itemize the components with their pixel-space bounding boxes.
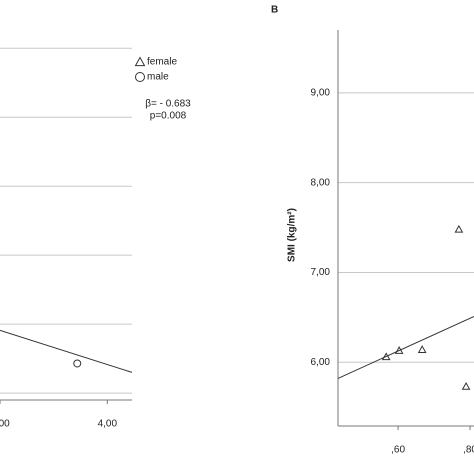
annotation: p=0.008 bbox=[150, 111, 187, 122]
y-tick-label: 9,00 bbox=[311, 87, 331, 98]
x-tick-label: ,80 bbox=[463, 445, 474, 456]
legend-marker bbox=[135, 72, 145, 82]
legend-marker bbox=[134, 56, 146, 67]
legend-label: male bbox=[147, 72, 169, 83]
legend-label: female bbox=[147, 57, 177, 68]
point bbox=[381, 352, 391, 361]
x-tick-label: 3,00 bbox=[0, 419, 10, 430]
x-tick-label: 4,00 bbox=[98, 419, 118, 430]
x-tick-label: ,60 bbox=[391, 445, 405, 456]
y-tick-label: 7,00 bbox=[311, 267, 331, 278]
point bbox=[454, 224, 464, 233]
panel-label: B bbox=[271, 5, 278, 16]
y-axis-label: SMI (kg/m²) bbox=[287, 208, 298, 262]
point bbox=[394, 346, 404, 354]
y-tick-label: 8,00 bbox=[311, 177, 331, 188]
point bbox=[461, 381, 471, 390]
fit-line bbox=[0, 329, 133, 373]
point bbox=[73, 359, 82, 368]
point bbox=[417, 345, 427, 353]
fit-line bbox=[337, 315, 474, 379]
y-tick-label: 6,00 bbox=[311, 357, 331, 368]
annotation: β= - 0.683 bbox=[145, 99, 191, 110]
